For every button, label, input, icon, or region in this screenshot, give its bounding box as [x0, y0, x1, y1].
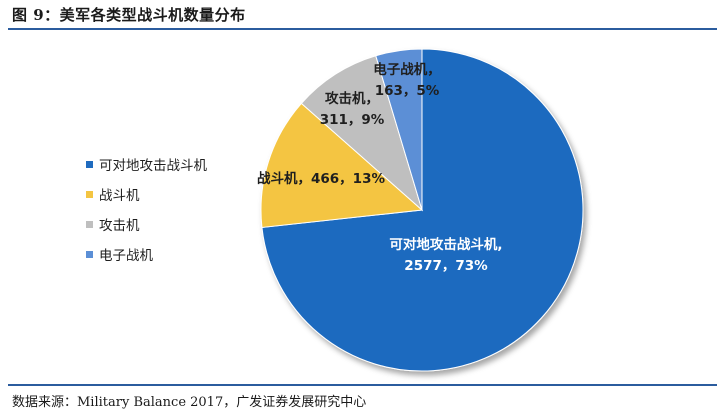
title-divider — [8, 28, 717, 30]
data-label: 攻击机， — [325, 90, 379, 107]
source-note: 数据来源：Military Balance 2017，广发证券发展研究中心 — [12, 395, 367, 410]
data-label: 311，9% — [320, 112, 385, 128]
legend-label: 战斗机 — [99, 188, 140, 204]
data-label: 可对地攻击战斗机, — [389, 236, 502, 253]
pie-slice — [260, 102, 424, 228]
pie-slice — [300, 55, 423, 212]
legend-swatch-icon — [86, 220, 93, 228]
legend-item: 可对地攻击战斗机 — [86, 149, 207, 179]
chart-title: 图 9：美军各类型战斗机数量分布 — [12, 6, 246, 24]
data-label: 电子战机， — [373, 61, 441, 78]
legend-swatch-icon — [86, 250, 93, 258]
legend-label: 可对地攻击战斗机 — [99, 158, 207, 174]
legend-swatch-icon — [86, 160, 93, 168]
legend-item: 战斗机 — [86, 179, 207, 209]
pie-slice — [375, 48, 423, 211]
legend-item: 电子战机 — [86, 239, 207, 269]
legend-label: 电子战机 — [99, 248, 153, 264]
legend-swatch-icon — [86, 190, 93, 198]
legend-item: 攻击机 — [86, 209, 207, 239]
legend-label: 攻击机 — [99, 218, 140, 234]
data-label: 战斗机，466，13% — [257, 170, 385, 187]
data-label: 2577，73% — [404, 258, 488, 274]
footer-divider — [8, 384, 717, 386]
data-label: 163，5% — [375, 83, 440, 99]
legend: 可对地攻击战斗机 战斗机 攻击机 电子战机 — [86, 149, 207, 269]
